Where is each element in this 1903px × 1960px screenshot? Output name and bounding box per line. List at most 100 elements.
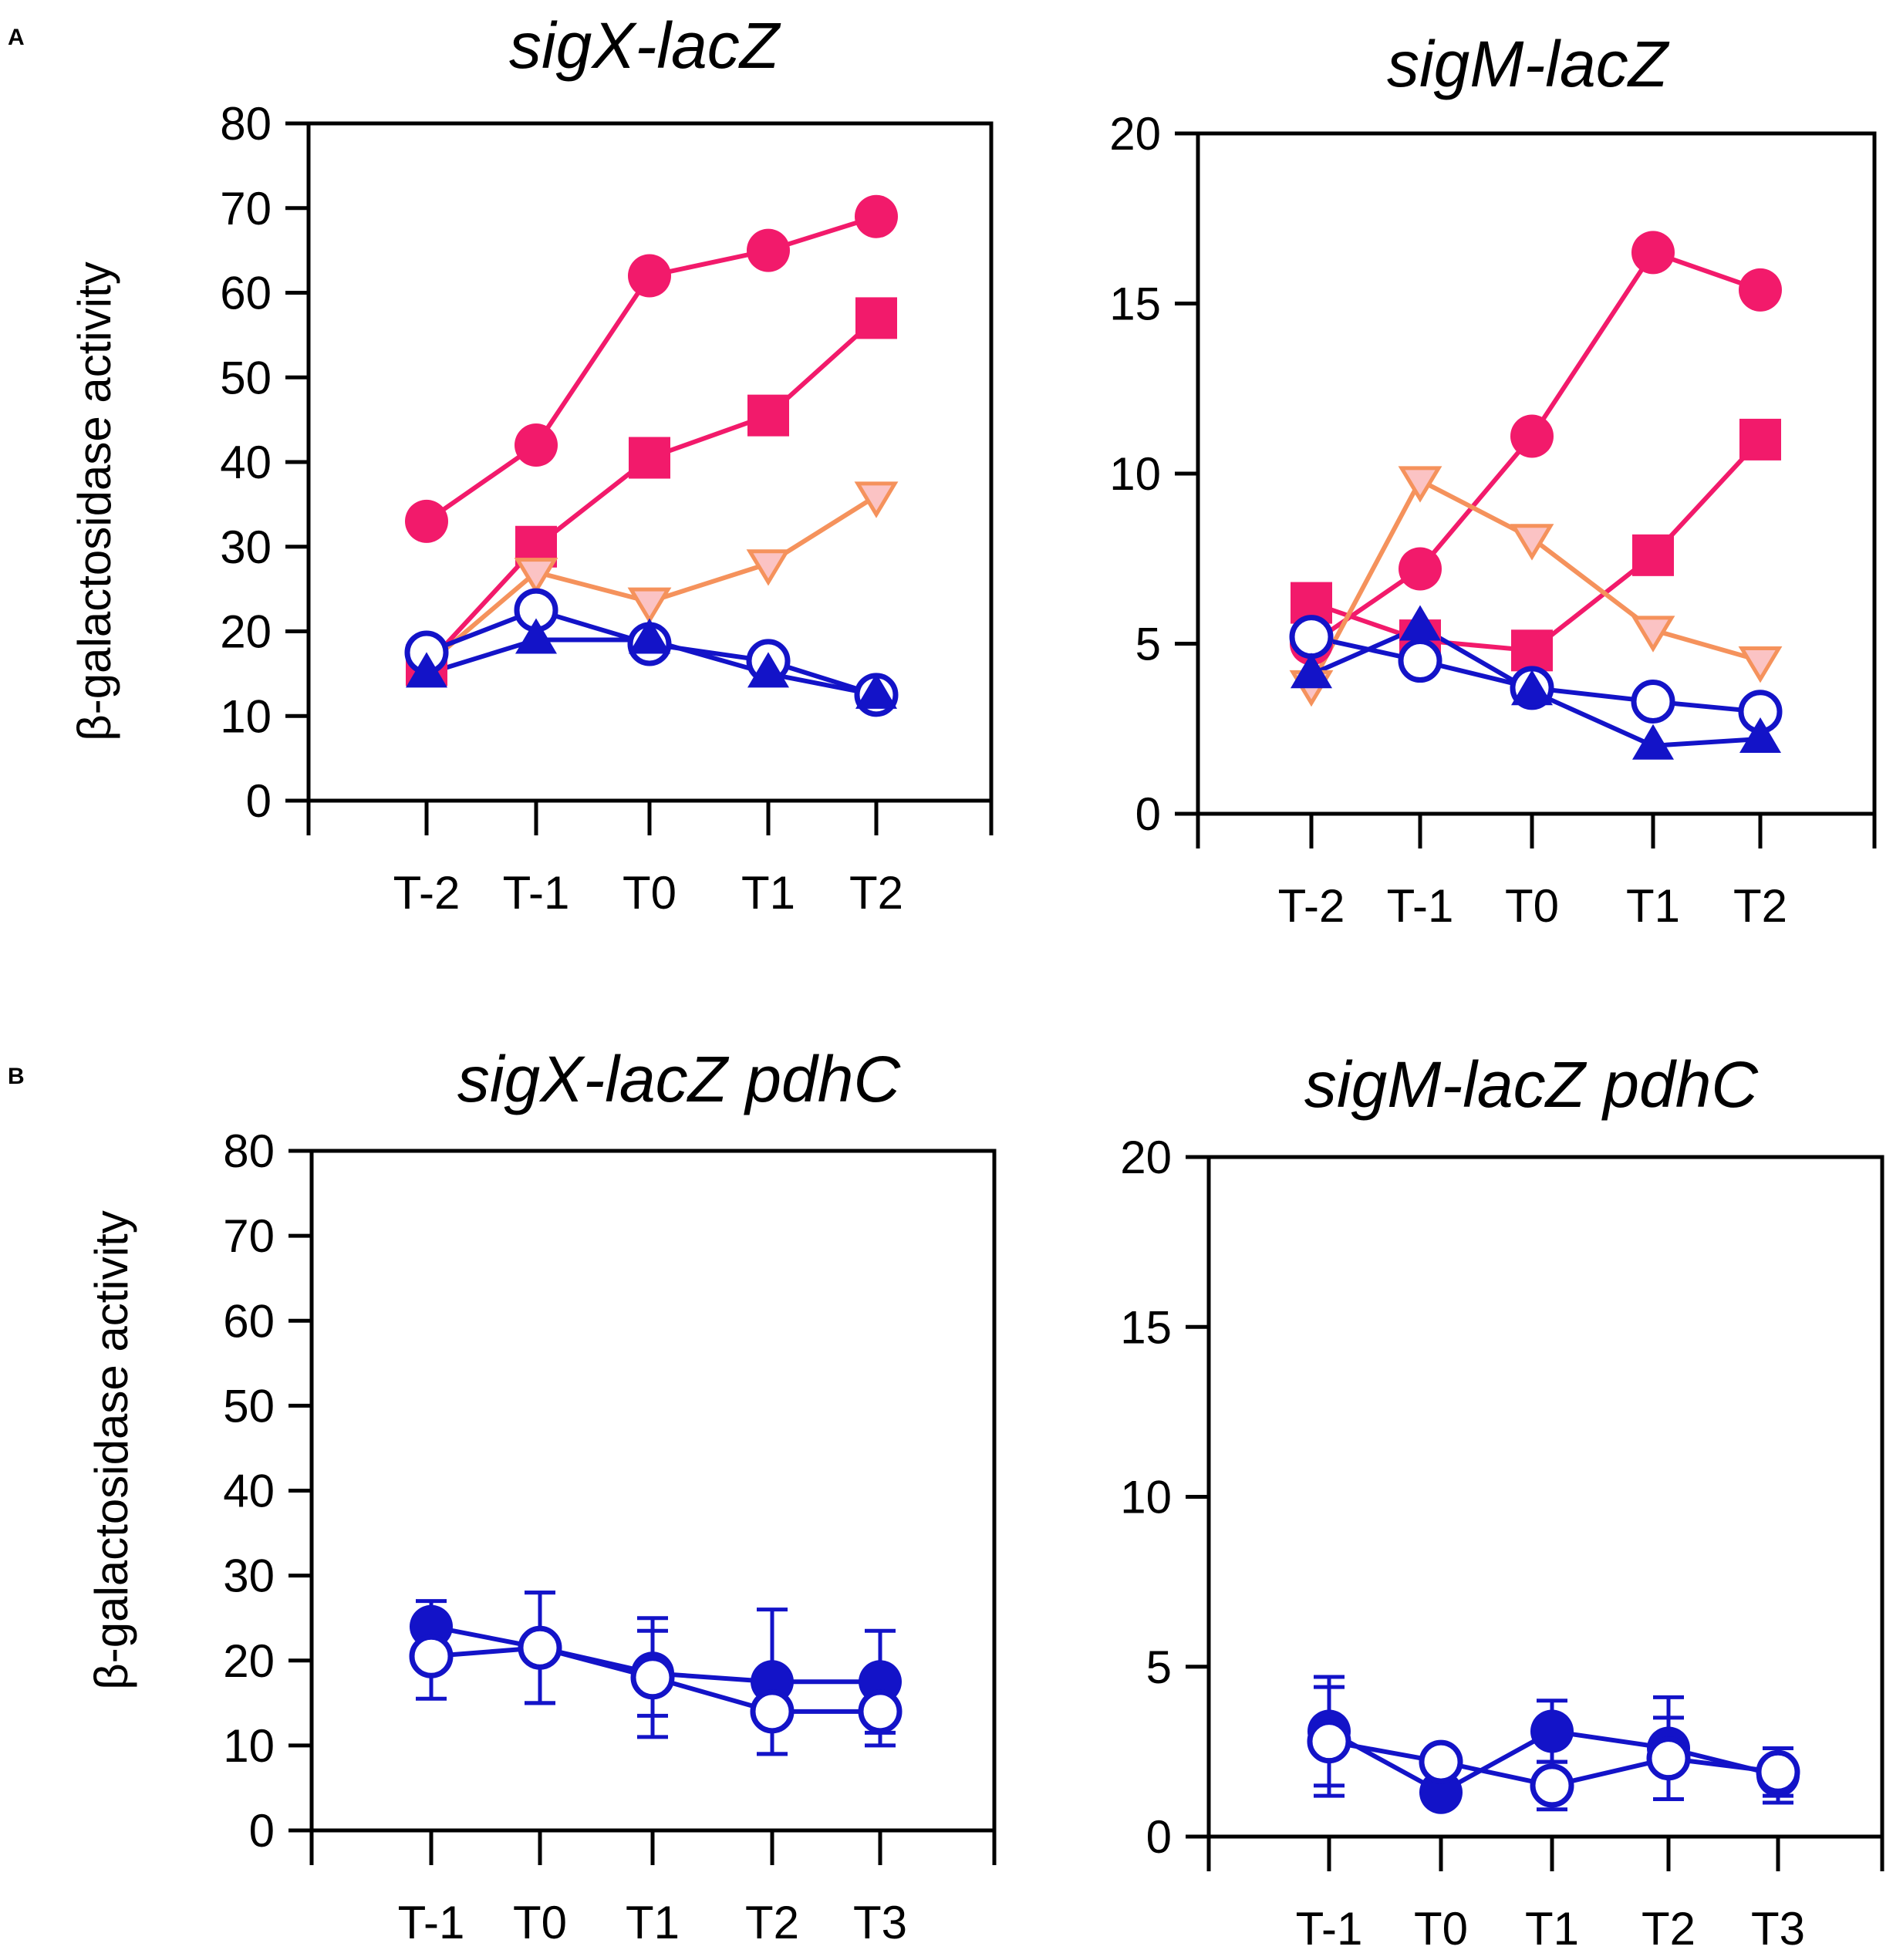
data-point-1-t2 [1646,1736,1691,1781]
x-tick-label-t-1: T-1 [398,1897,465,1948]
chart-title: sigM-lacZ [1387,28,1670,100]
data-point-1-t1 [1632,534,1674,576]
y-tick-label-50: 50 [223,1380,275,1432]
chart-title: sigM-lacZ pdhC [1304,1048,1760,1121]
x-tick-label-t2: T2 [1733,880,1787,932]
chart-sigm-lacz-pdhc: sigM-lacZ pdhC 0 5 10 15 20 T-1 T0 T1 T2 T3 [1120,1048,1884,1955]
data-point-1-t3 [858,1689,903,1734]
y-tick-label-10: 10 [1109,448,1161,500]
x-tick-label-t3: T3 [853,1897,907,1948]
x-tick-label-t0: T0 [623,867,677,919]
x-tick-label-t1: T1 [1626,880,1680,932]
y-tick-label-70: 70 [223,1210,275,1262]
panel-label-a: A [8,25,25,50]
y-tick-label-60: 60 [220,268,272,319]
data-point-1-t-1 [1307,1719,1351,1764]
chart-sigx-lacz-pdhc: sigX-lacZ pdhC β-galactosidase activity 0 1… [86,1043,997,1948]
data-point-1-t0 [1419,1739,1463,1784]
data-point-2-t-1 [1398,466,1442,503]
data-point-4-t2 [1739,717,1781,753]
x-tick-label-t2: T2 [1642,1903,1695,1955]
data-point-1-t3 [1756,1749,1800,1794]
data-point-4-t-2 [406,652,447,688]
data-point-1-t1 [1530,1763,1574,1808]
data-point-0-t1 [1631,231,1675,275]
data-point-0-t1 [747,228,790,272]
panel-label-b: B [8,1064,25,1089]
y-tick-label-20: 20 [223,1635,275,1687]
data-point-2-t-1 [514,558,558,595]
y-tick-label-80: 80 [223,1125,275,1177]
data-point-4-t2 [855,673,897,709]
y-tick-label-20: 20 [1109,108,1161,160]
x-tick-label-t1: T1 [1525,1903,1579,1955]
data-point-1-t-1 [409,1634,454,1678]
data-point-0-t1 [1530,1709,1574,1753]
data-point-1-t1 [630,1655,675,1700]
data-point-4-t0 [629,618,670,654]
data-point-2-t2 [854,481,899,518]
y-tick-label-20: 20 [1120,1132,1172,1183]
y-tick-label-80: 80 [220,98,272,150]
x-tick-label-t1: T1 [741,867,795,919]
data-point-4-t1 [747,652,789,688]
data-point-1-t2 [1739,418,1781,460]
y-axis-label: β-galactosidase activity [69,261,120,740]
y-tick-label-10: 10 [1120,1472,1172,1523]
y-tick-label-40: 40 [223,1466,275,1517]
x-tick-label-t2: T2 [849,867,903,919]
y-tick-label-5: 5 [1135,619,1161,670]
data-point-3-t1 [1631,679,1675,724]
data-point-0-t0 [1419,1770,1463,1814]
x-tick-label-t-2: T-2 [393,867,461,919]
data-point-4-t1 [1632,724,1674,760]
chart-sigm-lacz: sigM-lacZ 0 5 10 15 20 T-2 T-1 T0 T1 T2 [1109,28,1877,932]
chart-title: sigX-lacZ [509,9,781,82]
data-point-0-t2 [1739,268,1782,312]
x-tick-label-t-2: T-2 [1278,880,1345,932]
x-tick-label-t0: T0 [513,1897,567,1948]
data-point-3-t-1 [1398,639,1442,683]
x-tick-label-t-1: T-1 [503,867,570,919]
data-point-2-t1 [746,549,791,586]
data-point-2-t0 [627,587,672,624]
y-tick-label-0: 0 [249,1805,275,1857]
y-tick-label-0: 0 [1135,788,1161,840]
data-point-3-t-2 [1289,615,1334,660]
data-point-1-t2 [750,1689,795,1734]
x-tick-label-t0: T0 [1414,1903,1468,1955]
y-tick-label-5: 5 [1146,1641,1172,1693]
y-tick-label-30: 30 [220,521,272,573]
data-point-4-t0 [1511,670,1553,706]
data-point-1-t0 [518,1625,562,1670]
data-point-1-t0 [1511,629,1553,672]
y-tick-label-70: 70 [220,183,272,234]
data-point-2-t1 [1631,616,1675,653]
chart-sigx-lacz: sigX-lacZ β-galactosidase activity 0 10 20 30… [69,9,994,919]
data-point-2-t0 [1510,524,1554,561]
data-point-4-t-2 [1291,653,1332,689]
x-tick-label-t-1: T-1 [1296,1903,1363,1955]
y-axis-label: β-galactosidase activity [86,1210,137,1689]
data-point-1-t0 [629,437,670,479]
data-point-4-t-1 [1399,605,1441,641]
y-tick-label-10: 10 [220,690,272,742]
data-point-0-t0 [628,254,671,298]
data-point-0-t-1 [515,423,558,467]
chart-title: sigX-lacZ pdhC [457,1043,902,1115]
y-tick-label-10: 10 [223,1720,275,1772]
x-tick-label-t-1: T-1 [1387,880,1454,932]
data-point-1-t2 [855,297,897,339]
y-tick-label-0: 0 [1146,1811,1172,1863]
y-tick-label-50: 50 [220,352,272,403]
x-tick-label-t2: T2 [745,1897,799,1948]
data-point-0-t-2 [405,499,448,543]
data-point-4-t-1 [515,618,557,654]
data-point-2-t2 [1738,646,1783,683]
data-point-0-t-1 [1399,547,1442,591]
y-tick-label-30: 30 [223,1550,275,1602]
y-tick-label-0: 0 [246,775,272,827]
y-tick-label-60: 60 [223,1295,275,1347]
y-tick-label-40: 40 [220,437,272,488]
